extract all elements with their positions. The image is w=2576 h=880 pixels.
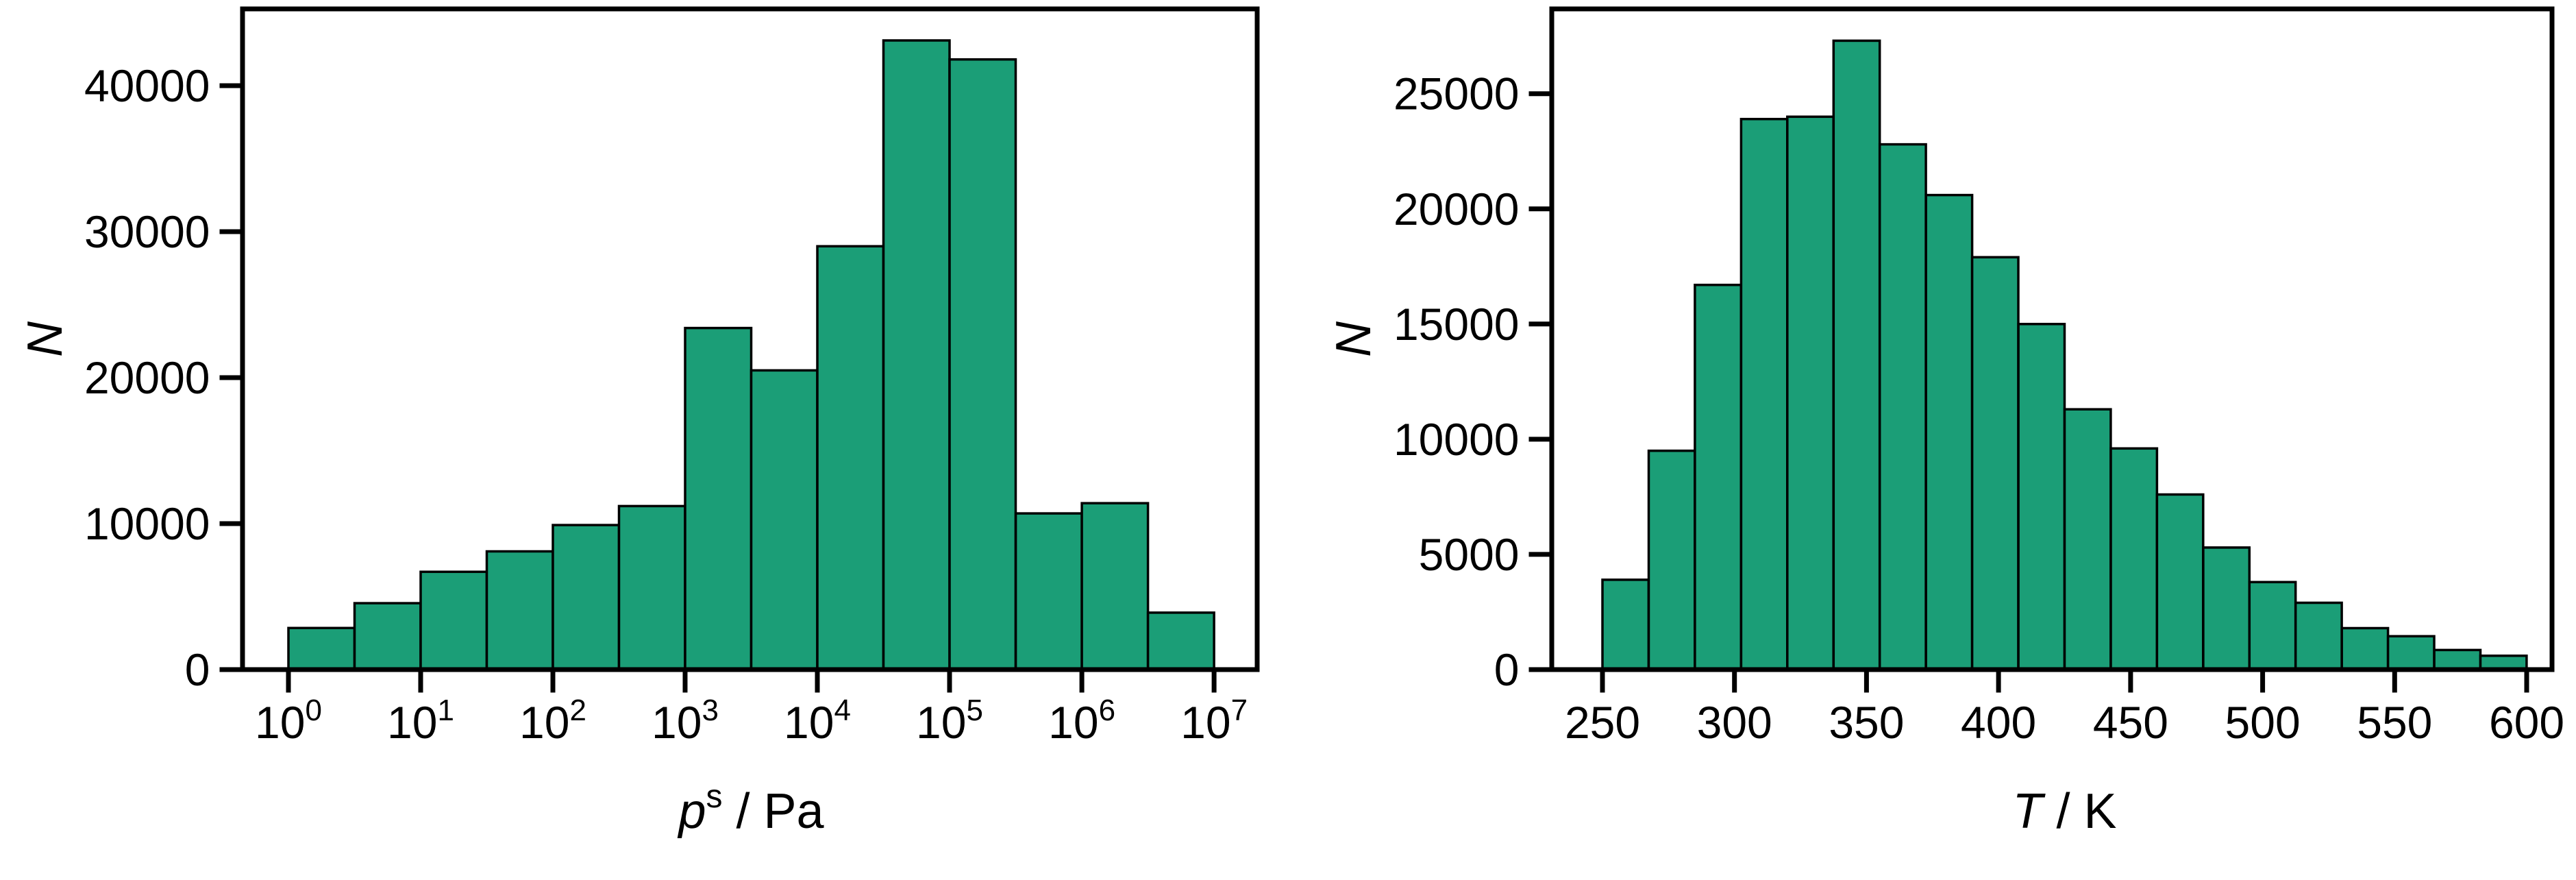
x-axis-tick-label: 106: [1048, 694, 1115, 748]
histogram-bar: [2155, 493, 2205, 671]
histogram-bar: [2248, 580, 2297, 671]
x-axis-tick-label: 300: [1697, 697, 1772, 748]
histogram-bar: [1739, 117, 1789, 671]
y-axis-tick-label: 30000: [84, 206, 210, 257]
x-tick-exponent: 6: [1099, 694, 1115, 727]
histogram-bar: [1924, 193, 1974, 671]
histogram-bar: [1601, 578, 1650, 671]
temperature-histogram: 250 300 350 400 450 500 550 600 0 5000 10000 15000 2…: [1326, 6, 2564, 839]
x-tick-exponent: 5: [966, 694, 982, 727]
x-axis-tick-label: 107: [1180, 694, 1248, 748]
x-axis-tick-label: 104: [784, 694, 851, 748]
x-axis-label-variable: T: [2012, 784, 2046, 839]
y-axis-tick-label: 0: [1494, 644, 1520, 695]
x-axis-tick-label: 400: [1961, 697, 2036, 748]
x-axis-tick-label: 550: [2357, 697, 2432, 748]
x-axis-tick-label: 100: [255, 694, 322, 748]
x-axis-label-superscript: s: [706, 779, 722, 815]
histogram-bar: [1080, 502, 1150, 671]
histogram-bar: [287, 626, 356, 671]
y-axis-label: N: [1326, 321, 1381, 357]
x-axis-label-unit: / Pa: [722, 784, 824, 839]
histogram-bar: [750, 369, 819, 671]
x-tick-exponent: 0: [305, 694, 321, 727]
histogram-bar: [882, 39, 951, 671]
y-axis-tick-label: 10000: [84, 498, 210, 549]
x-axis-label: T / K: [2012, 784, 2116, 839]
histogram-bar: [2433, 648, 2482, 671]
histogram-bar: [2109, 447, 2159, 671]
histogram-bar: [2386, 635, 2436, 671]
histogram-bar: [1878, 143, 1927, 671]
x-axis-tick-label: 350: [1829, 697, 1904, 748]
histogram-bar: [552, 524, 621, 671]
y-axis-tick-label: 5000: [1419, 529, 1520, 580]
x-axis-label-variable: p: [677, 784, 706, 839]
y-axis-tick-label: 15000: [1394, 299, 1520, 350]
histogram-bar: [1694, 283, 1743, 671]
y-axis-label: N: [18, 321, 73, 357]
x-axis: 250 300 350 400 450 500 550 600: [1565, 672, 2564, 748]
histogram-bar: [353, 602, 422, 671]
x-axis-tick-label: 102: [519, 694, 586, 748]
histogram-bar: [1146, 611, 1215, 671]
x-axis-label-unit: / K: [2042, 784, 2116, 839]
histogram-bar: [684, 326, 753, 671]
x-axis-label: ps / Pa: [677, 779, 824, 839]
histogram-bar: [816, 245, 885, 671]
y-axis-tick-label: 0: [185, 644, 210, 695]
histogram-bar: [1014, 512, 1083, 671]
x-axis-tick-label: 450: [2093, 697, 2168, 748]
y-axis-tick-label: 20000: [1394, 184, 1520, 234]
histogram-bar: [617, 504, 686, 671]
histogram-bar: [1832, 39, 1881, 671]
y-axis-tick-label: 25000: [1394, 69, 1520, 119]
histogram-bars: [287, 39, 1215, 671]
x-tick-exponent: 2: [569, 694, 586, 727]
histogram-bar: [2017, 323, 2066, 671]
histogram-bar: [948, 58, 1017, 671]
histogram-bar: [2294, 601, 2343, 671]
histogram-bar: [2340, 626, 2390, 671]
histogram-bar: [485, 550, 554, 671]
histogram-bars: [1601, 39, 2528, 671]
histogram-bar: [1970, 256, 2020, 671]
plot-frame: [1549, 6, 2555, 672]
histogram-bar: [2063, 408, 2112, 671]
x-axis-tick-label: 500: [2225, 697, 2301, 748]
x-axis-tick-label: 105: [916, 694, 983, 748]
histogram-bar: [419, 570, 488, 671]
x-axis-tick-label: 250: [1565, 697, 1640, 748]
y-axis: 0 10000 20000 30000 40000: [84, 60, 240, 695]
x-tick-exponent: 3: [702, 694, 718, 727]
x-axis: 100 101 102 103 104 105 106 107: [255, 672, 1248, 748]
x-tick-exponent: 7: [1231, 694, 1248, 727]
x-axis-tick-label: 600: [2489, 697, 2564, 748]
histogram-bar: [1647, 449, 1696, 671]
y-axis: 0 5000 10000 15000 20000 25000: [1394, 69, 1550, 695]
y-axis-tick-label: 20000: [84, 352, 210, 403]
x-tick-exponent: 1: [437, 694, 454, 727]
pressure-histogram: 100 101 102 103 104 105 106 1070100002000030000…: [18, 6, 1260, 839]
x-tick-exponent: 4: [834, 694, 850, 727]
plot-frame: [240, 6, 1260, 672]
histogram-bar: [1786, 115, 1835, 671]
y-axis-tick-label: 10000: [1394, 414, 1520, 465]
x-axis-tick-label: 101: [387, 694, 454, 748]
y-axis-tick-label: 40000: [84, 60, 210, 111]
histogram-bar: [2202, 546, 2251, 671]
x-axis-tick-label: 103: [652, 694, 719, 748]
